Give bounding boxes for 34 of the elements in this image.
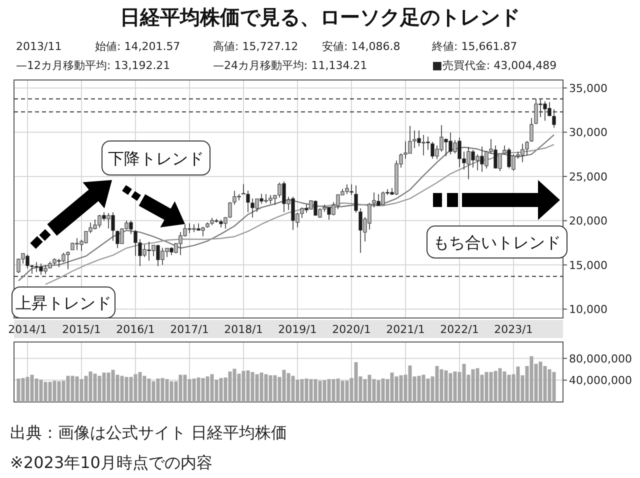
text: —12カ月移動平均: 13,192.21 (16, 59, 170, 72)
candlestick (530, 118, 534, 142)
y-tick-label: 40,000,000 (569, 374, 632, 388)
chart-title: 日経平均株価で見る、ローソク足のトレンド (120, 5, 520, 29)
annotation: 下降トレンド (108, 149, 204, 168)
text: —24カ月移動平均: 11,134.21 (213, 59, 368, 72)
x-tick-label: 2015/1 (62, 323, 101, 336)
candlestick (354, 184, 358, 213)
x-tick-label: 2014/1 (8, 323, 47, 336)
y-tick-label: 20,000 (569, 214, 608, 228)
y-tick-label: 35,000 (569, 82, 608, 95)
text: 高値: 15,727.12 (213, 40, 298, 53)
text: ※2023年10月時点での内容 (10, 453, 212, 472)
x-tick-label: 2021/1 (386, 323, 425, 336)
x-tick-label: 2023/1 (494, 323, 533, 336)
text: 終値: 15,661.87 (431, 40, 518, 53)
x-tick-label: 2016/1 (116, 323, 155, 336)
y-tick-label: 10,000 (569, 303, 608, 316)
text: 2013/11 (16, 40, 62, 53)
source-note: 出典：画像は公式サイト 日経平均株価 (10, 423, 288, 442)
text: ■売買代金: 43,004,489 (432, 59, 557, 72)
text: 安値: 14,086.8 (322, 40, 400, 53)
y-tick-label: 15,000 (569, 258, 608, 272)
text: 始値: 14,201.57 (95, 40, 180, 53)
annotation: 上昇トレンド (16, 294, 112, 312)
x-tick-label: 2018/1 (224, 323, 263, 336)
x-tick-label: 2017/1 (170, 323, 209, 336)
y-tick-label: 80,000,000 (569, 352, 632, 366)
annotation: もち合いトレンド (433, 233, 561, 252)
y-tick-label: 30,000 (569, 126, 608, 140)
x-tick-label: 2020/1 (332, 323, 371, 336)
x-tick-label: 2022/1 (440, 323, 479, 336)
x-tick-label: 2019/1 (278, 323, 317, 336)
y-tick-label: 25,000 (569, 170, 608, 184)
